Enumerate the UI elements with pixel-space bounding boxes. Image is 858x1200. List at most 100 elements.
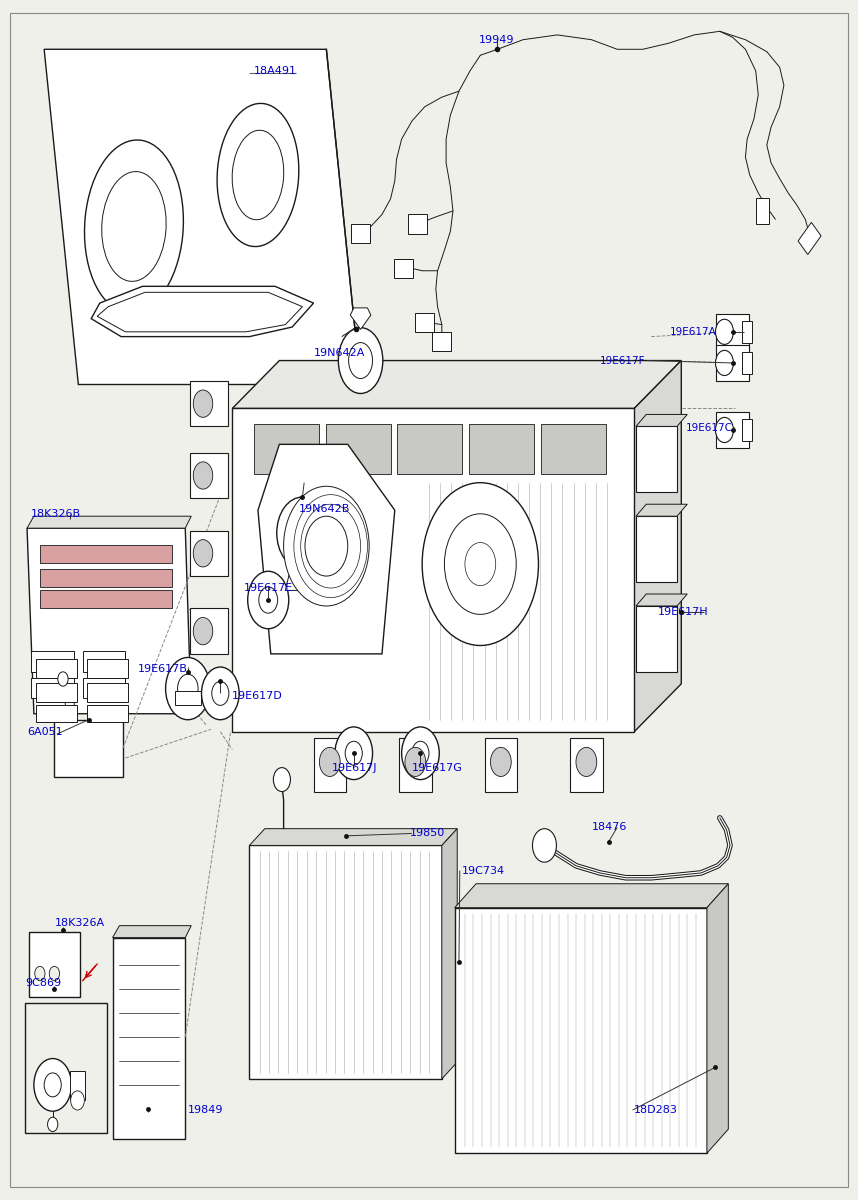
Text: 19E617F: 19E617F [600, 355, 645, 366]
Bar [462, 628, 477, 656]
Bar [39, 590, 172, 608]
Text: 19E617C: 19E617C [686, 422, 733, 432]
Polygon shape [798, 222, 821, 254]
Polygon shape [351, 224, 370, 244]
Circle shape [70, 1091, 84, 1110]
Polygon shape [394, 259, 413, 278]
Circle shape [465, 542, 496, 586]
Polygon shape [233, 408, 634, 732]
Bar [446, 600, 462, 628]
Circle shape [193, 540, 213, 566]
Polygon shape [27, 528, 191, 714]
Bar [492, 656, 508, 684]
Polygon shape [250, 829, 457, 846]
Circle shape [166, 658, 210, 720]
Bar [469, 424, 535, 474]
Polygon shape [97, 293, 302, 332]
Polygon shape [634, 360, 681, 732]
Bar [190, 608, 228, 654]
Polygon shape [636, 414, 687, 426]
Circle shape [284, 486, 369, 606]
Circle shape [716, 418, 734, 443]
Bar [431, 628, 446, 656]
Polygon shape [112, 925, 191, 937]
Circle shape [178, 674, 198, 703]
Bar [431, 600, 446, 628]
Bar [384, 628, 400, 656]
Bar [446, 656, 462, 684]
Bar [384, 572, 400, 600]
Bar [477, 544, 492, 572]
Bar [477, 516, 492, 544]
Bar [541, 424, 606, 474]
Text: 9C869: 9C869 [26, 978, 62, 988]
Text: 18476: 18476 [591, 822, 627, 833]
Circle shape [345, 742, 362, 766]
Bar [400, 544, 415, 572]
Bar [431, 544, 446, 572]
Bar [35, 683, 76, 702]
Bar [384, 516, 400, 544]
Polygon shape [44, 49, 360, 384]
Bar [254, 424, 318, 474]
Bar [492, 684, 508, 712]
Bar [39, 545, 172, 563]
Bar [39, 569, 172, 587]
Bar [190, 530, 228, 576]
Text: 19E617B: 19E617B [138, 665, 188, 674]
Circle shape [274, 768, 291, 792]
Bar [32, 652, 74, 672]
Bar [477, 656, 492, 684]
Ellipse shape [233, 131, 284, 220]
Text: 19E617D: 19E617D [233, 691, 283, 701]
Polygon shape [250, 846, 442, 1079]
Bar [492, 600, 508, 628]
Bar [400, 488, 415, 516]
Bar [87, 683, 128, 702]
Bar [400, 572, 415, 600]
Text: 18A491: 18A491 [254, 66, 297, 76]
Bar [400, 628, 415, 656]
Bar [716, 344, 749, 380]
Bar [384, 656, 400, 684]
Bar [400, 600, 415, 628]
Circle shape [405, 748, 426, 776]
Text: 19N642A: 19N642A [313, 348, 365, 359]
Bar [82, 652, 125, 672]
Bar [431, 572, 446, 600]
Bar [69, 1070, 85, 1100]
Bar [742, 322, 752, 342]
Circle shape [248, 571, 289, 629]
Bar [636, 426, 677, 492]
Bar [446, 544, 462, 572]
Bar [492, 544, 508, 572]
Bar [397, 424, 462, 474]
Bar [112, 937, 185, 1139]
Bar [446, 628, 462, 656]
Bar [26, 1003, 107, 1133]
Bar [462, 656, 477, 684]
Circle shape [193, 390, 213, 418]
Bar [446, 516, 462, 544]
Bar [415, 656, 431, 684]
Bar [325, 424, 390, 474]
Bar [87, 706, 128, 722]
Circle shape [716, 319, 734, 344]
Bar [477, 488, 492, 516]
Circle shape [444, 514, 517, 614]
Bar [35, 706, 76, 722]
Bar [431, 516, 446, 544]
Circle shape [335, 727, 372, 780]
Bar [716, 412, 749, 448]
Bar [477, 600, 492, 628]
Text: 19E617A: 19E617A [670, 326, 717, 337]
Bar [190, 380, 228, 426]
Bar [462, 488, 477, 516]
Bar [446, 572, 462, 600]
Bar [415, 628, 431, 656]
Text: 18K326B: 18K326B [32, 509, 82, 518]
Circle shape [422, 482, 539, 646]
Bar [400, 516, 415, 544]
Ellipse shape [102, 172, 166, 281]
Text: 19949: 19949 [479, 35, 514, 44]
